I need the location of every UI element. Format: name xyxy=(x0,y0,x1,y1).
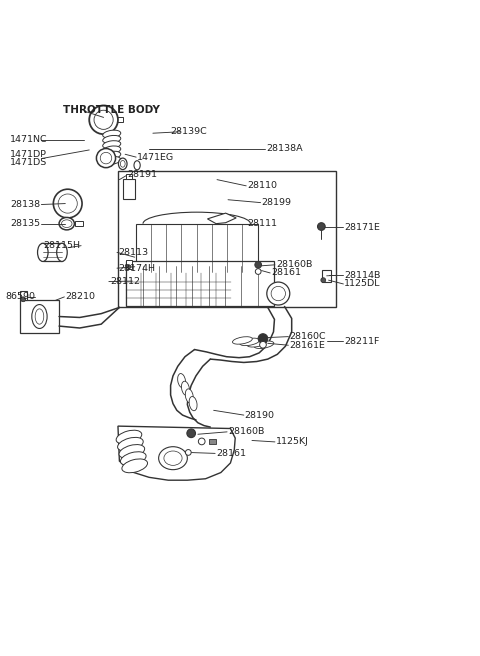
Text: 28138A: 28138A xyxy=(266,144,303,153)
Bar xyxy=(115,117,123,122)
Text: 28135: 28135 xyxy=(10,219,40,228)
Text: 28210: 28210 xyxy=(65,293,96,301)
Text: 1471EG: 1471EG xyxy=(137,153,174,161)
Ellipse shape xyxy=(116,430,142,444)
Bar xyxy=(75,221,83,226)
Circle shape xyxy=(58,194,77,213)
Ellipse shape xyxy=(134,161,140,170)
Text: 28160C: 28160C xyxy=(289,332,326,341)
Ellipse shape xyxy=(158,447,187,470)
Bar xyxy=(123,178,135,199)
Circle shape xyxy=(94,110,113,129)
Bar xyxy=(126,260,275,306)
Circle shape xyxy=(260,341,266,348)
Text: 1125KJ: 1125KJ xyxy=(276,438,309,447)
Ellipse shape xyxy=(118,438,143,451)
Text: 28139C: 28139C xyxy=(170,127,207,136)
Ellipse shape xyxy=(37,243,48,262)
Ellipse shape xyxy=(61,220,72,228)
Circle shape xyxy=(187,429,195,438)
Text: 1471NC: 1471NC xyxy=(10,135,48,144)
Ellipse shape xyxy=(57,243,67,262)
Text: 28191: 28191 xyxy=(128,171,157,179)
Text: 86590: 86590 xyxy=(5,293,36,301)
Bar xyxy=(126,274,231,306)
Circle shape xyxy=(258,334,268,343)
Circle shape xyxy=(21,297,25,302)
Ellipse shape xyxy=(103,130,121,138)
Circle shape xyxy=(127,265,131,269)
Text: 28138: 28138 xyxy=(10,200,40,209)
Ellipse shape xyxy=(240,338,260,346)
Text: 1471DS: 1471DS xyxy=(10,158,48,167)
Ellipse shape xyxy=(59,217,74,230)
Polygon shape xyxy=(118,426,235,480)
Circle shape xyxy=(100,152,112,164)
Text: 1471DP: 1471DP xyxy=(10,150,47,159)
Ellipse shape xyxy=(103,157,121,165)
Ellipse shape xyxy=(119,445,144,459)
Circle shape xyxy=(198,438,205,445)
Circle shape xyxy=(96,148,116,168)
Text: 1125DL: 1125DL xyxy=(344,279,381,289)
Bar xyxy=(20,291,26,300)
Ellipse shape xyxy=(32,304,47,329)
Ellipse shape xyxy=(35,309,44,324)
Text: 28111: 28111 xyxy=(247,219,277,228)
Text: 28199: 28199 xyxy=(262,198,291,207)
Ellipse shape xyxy=(120,161,125,167)
Text: 28160B: 28160B xyxy=(228,427,264,436)
Text: 28112: 28112 xyxy=(110,277,140,286)
Text: 28211F: 28211F xyxy=(344,337,380,346)
Text: 28161E: 28161E xyxy=(289,340,325,350)
Text: 28160B: 28160B xyxy=(276,260,312,270)
Bar xyxy=(126,174,132,178)
Bar xyxy=(209,439,216,444)
Bar xyxy=(118,171,336,308)
Circle shape xyxy=(53,189,82,218)
Bar xyxy=(136,224,258,272)
Circle shape xyxy=(89,106,118,134)
Ellipse shape xyxy=(164,451,182,465)
Text: 28110: 28110 xyxy=(247,181,277,190)
Circle shape xyxy=(318,222,325,230)
Ellipse shape xyxy=(247,340,267,347)
Ellipse shape xyxy=(178,373,186,388)
Bar xyxy=(126,260,132,269)
Ellipse shape xyxy=(103,140,121,149)
Ellipse shape xyxy=(267,282,290,305)
Ellipse shape xyxy=(254,341,274,348)
Circle shape xyxy=(255,269,261,274)
Ellipse shape xyxy=(185,389,193,403)
Bar xyxy=(43,243,62,262)
Text: 28171E: 28171E xyxy=(344,223,380,232)
Text: THROTTLE BODY: THROTTLE BODY xyxy=(63,105,160,115)
Ellipse shape xyxy=(103,146,121,154)
Ellipse shape xyxy=(103,135,121,144)
Text: 28161: 28161 xyxy=(271,268,301,277)
Bar xyxy=(323,270,331,281)
Text: 28174H: 28174H xyxy=(118,264,155,273)
Text: 28161: 28161 xyxy=(216,449,246,458)
Ellipse shape xyxy=(120,452,146,466)
Circle shape xyxy=(185,449,191,455)
Circle shape xyxy=(255,262,262,268)
Text: 28114B: 28114B xyxy=(344,271,381,280)
Ellipse shape xyxy=(119,158,127,170)
Ellipse shape xyxy=(232,337,252,344)
Bar xyxy=(20,300,59,333)
Ellipse shape xyxy=(122,459,147,473)
Ellipse shape xyxy=(189,396,197,411)
Text: 28190: 28190 xyxy=(245,411,275,420)
Circle shape xyxy=(321,277,325,283)
Ellipse shape xyxy=(271,287,286,300)
Ellipse shape xyxy=(103,152,121,159)
Polygon shape xyxy=(207,213,236,224)
Text: 28113: 28113 xyxy=(118,248,148,257)
Text: 28115H: 28115H xyxy=(44,241,81,250)
Ellipse shape xyxy=(181,381,190,396)
